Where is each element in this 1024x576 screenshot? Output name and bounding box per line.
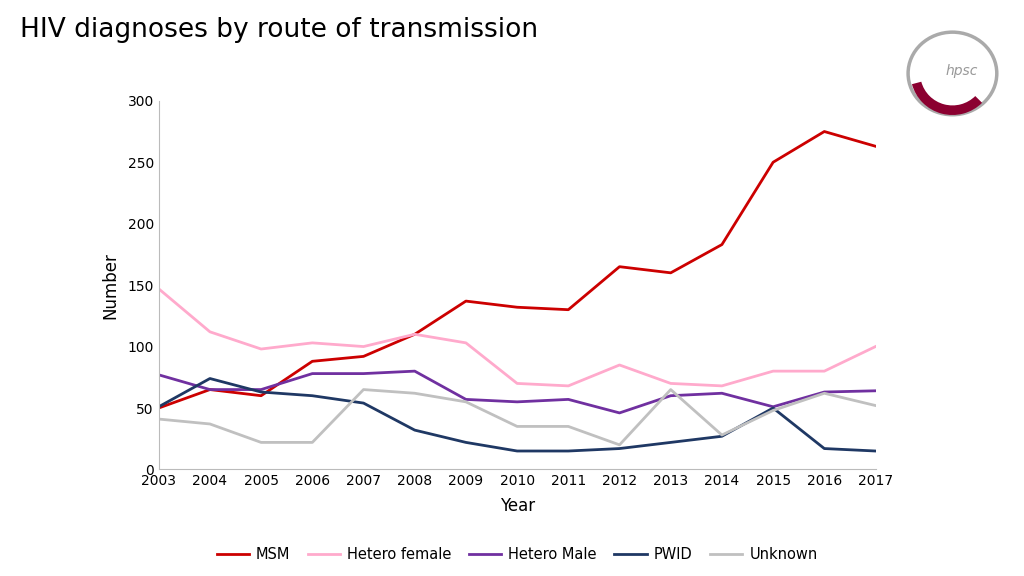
Wedge shape xyxy=(912,82,982,115)
Text: HIV diagnoses by route of transmission: HIV diagnoses by route of transmission xyxy=(20,17,539,43)
Legend: MSM, Hetero female, Hetero Male, PWID, Unknown: MSM, Hetero female, Hetero Male, PWID, U… xyxy=(211,541,823,568)
Text: hpsc: hpsc xyxy=(945,64,978,78)
Y-axis label: Number: Number xyxy=(101,252,119,319)
Text: 11: 11 xyxy=(991,552,1011,567)
Ellipse shape xyxy=(908,32,996,115)
X-axis label: Year: Year xyxy=(500,497,535,514)
